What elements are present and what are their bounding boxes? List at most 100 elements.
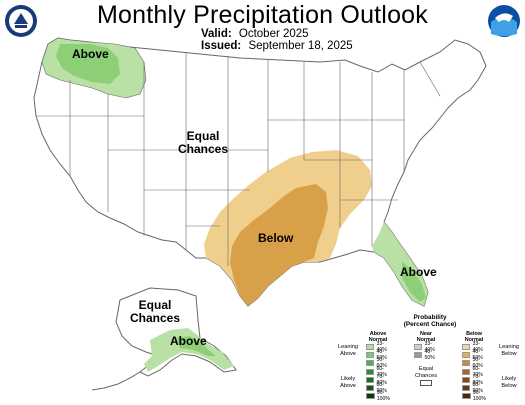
- region-below-mid: [230, 184, 328, 306]
- legend-below-label-3: 60-70%: [472, 365, 483, 378]
- legend-leaning-above-2: Above: [340, 350, 356, 357]
- legend-near-row-0: 33-40%: [414, 341, 437, 353]
- legend-above-swatch-3: [366, 368, 375, 375]
- legend-near-row-1: 40-50%: [414, 349, 437, 362]
- page-title: Monthly Precipitation Outlook: [97, 1, 428, 29]
- region-above-florida-inner: [402, 262, 426, 302]
- legend-above-label-6: 90-100%: [376, 390, 391, 403]
- legend-above-row-0: 33-40%: [366, 341, 389, 353]
- legend-below-label-0: 33-40%: [472, 341, 483, 353]
- doc-seal-icon: [5, 5, 37, 37]
- legend-leaning-above-1: Leaning: [338, 344, 358, 350]
- legend-near-head: Near Normal: [408, 331, 444, 343]
- legend-near-label-1: 40-50%: [424, 349, 435, 362]
- legend-equal-swatch: [420, 380, 432, 386]
- legend-above-label-5: 80-90%: [376, 382, 387, 394]
- issued-label: Issued:: [201, 40, 242, 52]
- region-above-alaska: [144, 328, 234, 372]
- legend: Probability (Percent Chance) Above Norma…: [336, 314, 525, 405]
- legend-above-row-1: 40-50%: [366, 349, 389, 362]
- aleutian-islands: [91, 371, 141, 391]
- label-equal: Equal: [186, 129, 220, 143]
- legend-below-label-4: 70-80%: [472, 373, 483, 386]
- region-above-alaska-inner: [176, 336, 216, 356]
- valid-value: October 2025: [238, 28, 309, 40]
- legend-below-label-6: 90-100%: [472, 390, 487, 403]
- legend-below-row-5: 80-90%: [462, 382, 485, 394]
- legend-above-swatch-0: [366, 344, 375, 350]
- legend-below-row-4: 70-80%: [462, 373, 485, 386]
- legend-title-line2: (Percent Chance): [403, 321, 457, 328]
- label-alaska-chances: Chances: [129, 311, 181, 325]
- legend-below-label-2: 50-60%: [472, 357, 483, 370]
- legend-above-label-1: 40-50%: [376, 349, 387, 362]
- legend-below-row-1: 40-50%: [462, 349, 485, 362]
- legend-below-swatch-3: [462, 368, 471, 375]
- legend-likely-below: Likely Below: [496, 376, 522, 389]
- legend-below-head: Below Normal: [456, 331, 492, 343]
- legend-near-label-0: 33-40%: [424, 341, 435, 353]
- legend-near-head-2: Normal: [416, 337, 436, 343]
- legend-above-row-3: 60-70%: [366, 365, 389, 378]
- valid-line: Valid: October 2025: [201, 28, 309, 40]
- legend-near-head-1: Near: [420, 331, 432, 337]
- legend-likely-below-2: Below: [501, 382, 517, 389]
- region-above-northwest-inner: [56, 44, 120, 84]
- legend-below-row-3: 60-70%: [462, 365, 485, 378]
- legend-equal-2: Chances: [414, 372, 438, 379]
- legend-above-head: Above Normal: [360, 331, 396, 343]
- legend-above-row-6: 90-100%: [366, 390, 392, 403]
- legend-likely-above-1: Likely: [340, 376, 356, 382]
- legend-title-line1: Probability: [413, 314, 447, 321]
- legend-below-swatch-1: [462, 352, 471, 359]
- legend-below-swatch-2: [462, 360, 471, 367]
- legend-above-label-4: 70-80%: [376, 373, 387, 386]
- legend-equal-1: Equal: [418, 366, 434, 372]
- legend-likely-above-2: Above: [340, 382, 356, 389]
- state-lines: [36, 52, 441, 266]
- legend-above-row-2: 50-60%: [366, 357, 389, 370]
- issued-line: Issued: September 18, 2025: [201, 40, 353, 52]
- legend-near-swatch-1: [414, 352, 423, 359]
- legend-above-swatch-2: [366, 360, 375, 367]
- noaa-logo-icon: [488, 5, 520, 37]
- issued-value: September 18, 2025: [248, 40, 353, 52]
- legend-above-swatch-1: [366, 352, 375, 359]
- legend-below-swatch-6: [462, 393, 471, 400]
- legend-below-swatch-5: [462, 385, 471, 391]
- legend-above-row-5: 80-90%: [366, 382, 389, 394]
- legend-equal-chances: Equal Chances: [410, 366, 442, 379]
- legend-above-swatch-6: [366, 393, 375, 400]
- valid-label: Valid:: [201, 28, 232, 40]
- label-northwest: Above: [72, 47, 109, 61]
- label-equal-chances-alaska: Equal Chances: [120, 299, 190, 325]
- legend-leaning-below: Leaning Below: [496, 344, 522, 357]
- legend-leaning-below-1: Leaning: [499, 344, 519, 350]
- legend-below-head-2: Normal: [464, 337, 484, 343]
- legend-below-head-1: Below: [466, 331, 482, 337]
- legend-leaning-above: Leaning Above: [336, 344, 360, 357]
- legend-above-label-3: 60-70%: [376, 365, 387, 378]
- legend-below-label-1: 40-50%: [472, 349, 483, 362]
- legend-above-swatch-4: [366, 376, 375, 383]
- legend-below-swatch-4: [462, 376, 471, 383]
- legend-likely-below-1: Likely: [501, 376, 517, 382]
- legend-above-label-0: 33-40%: [376, 341, 387, 353]
- label-alaska-south: Above: [170, 334, 207, 348]
- legend-title: Probability (Percent Chance): [398, 314, 462, 328]
- legend-likely-above: Likely Above: [336, 376, 360, 389]
- label-alaska-equal: Equal: [138, 298, 172, 312]
- legend-above-row-4: 70-80%: [366, 373, 389, 386]
- legend-below-row-2: 50-60%: [462, 357, 485, 370]
- label-south-central: Below: [258, 231, 294, 245]
- legend-above-head-1: Above: [369, 331, 387, 337]
- legend-below-swatch-0: [462, 344, 471, 350]
- legend-above-head-2: Normal: [368, 337, 388, 343]
- legend-leaning-below-2: Below: [501, 350, 517, 357]
- legend-below-row-6: 90-100%: [462, 390, 488, 403]
- legend-below-row-0: 33-40%: [462, 341, 485, 353]
- legend-above-label-2: 50-60%: [376, 357, 387, 370]
- label-florida: Above: [400, 265, 437, 279]
